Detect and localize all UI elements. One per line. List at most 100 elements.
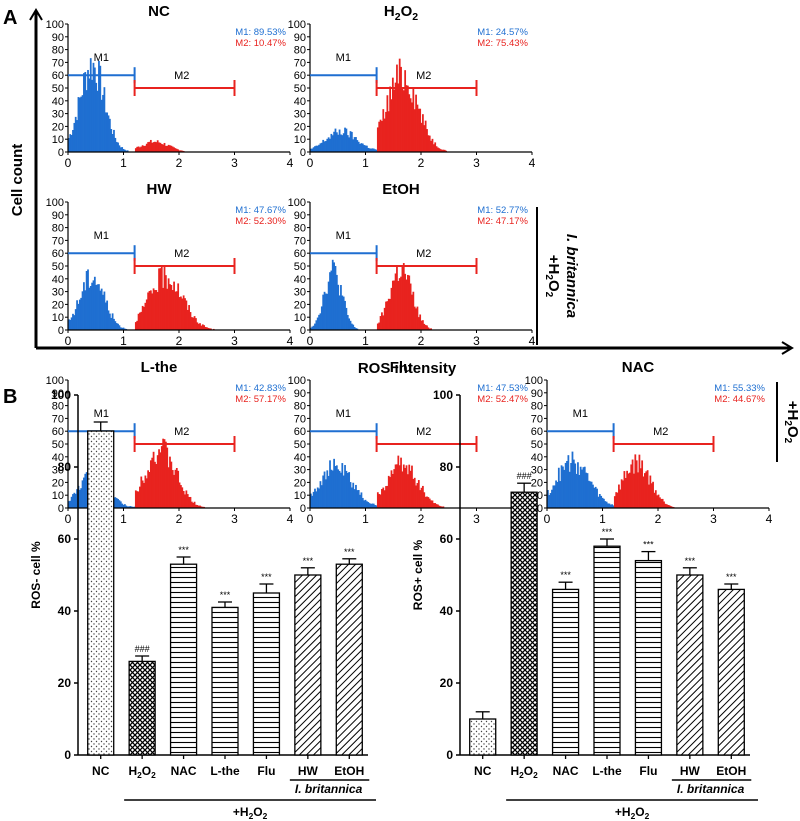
m1-percentage: M1: 47.53% — [477, 383, 528, 394]
histogram-bar — [412, 478, 415, 508]
histogram-bar — [186, 309, 189, 330]
histogram-bar — [181, 487, 184, 508]
histogram-bar — [604, 501, 607, 508]
histogram-bar — [115, 498, 118, 508]
histogram-bar — [616, 492, 619, 508]
histogram-bar — [353, 327, 356, 330]
histogram-bar — [207, 327, 210, 330]
histogram-bar — [417, 480, 420, 508]
histogram-bar — [405, 85, 408, 152]
histogram-bar — [330, 133, 333, 152]
histogram-bar — [349, 320, 352, 330]
histogram-bar — [603, 498, 605, 508]
histogram-bar — [124, 328, 126, 330]
bar-chart-y-tick-label: 40 — [440, 604, 454, 618]
histogram-bar — [400, 276, 402, 330]
histogram-bar — [163, 439, 166, 508]
histogram-bar — [342, 133, 345, 152]
histogram-bar — [417, 317, 420, 330]
histogram-bar — [143, 306, 145, 330]
histogram-bar — [136, 320, 139, 330]
histogram-bar — [83, 282, 85, 330]
histogram-bar — [583, 466, 586, 508]
histogram-bar — [596, 488, 598, 508]
significance-marker: *** — [602, 527, 613, 537]
histogram-bar — [145, 299, 148, 330]
histogram-y-tick-label: 40 — [52, 274, 64, 286]
histogram-bar — [437, 147, 439, 152]
histogram-bar — [175, 148, 178, 152]
histogram-bar — [74, 493, 77, 508]
histogram-bar — [641, 460, 644, 508]
m2-percentage: M2: 10.47% — [235, 38, 286, 49]
histogram-bar — [177, 283, 180, 330]
histogram-bar — [382, 315, 385, 330]
histogram-bar — [594, 486, 597, 508]
histogram-bar — [118, 500, 121, 508]
histogram-bar — [423, 323, 426, 330]
histogram-bar — [664, 503, 667, 508]
histogram-bar — [322, 294, 325, 330]
histogram-bar — [342, 475, 345, 508]
histogram-bar — [346, 472, 349, 508]
significance-marker: *** — [303, 556, 314, 566]
histogram-bar — [155, 290, 158, 330]
histogram-y-tick-label: 30 — [52, 109, 64, 121]
histogram-bar — [76, 300, 78, 330]
histogram-bar — [349, 482, 352, 508]
histogram-bar — [393, 89, 396, 152]
histogram-bar — [445, 150, 448, 152]
histogram-bar — [76, 489, 78, 508]
histogram-bar — [391, 77, 394, 152]
histogram-bar — [334, 265, 337, 330]
histogram-bar — [129, 506, 132, 508]
histogram-bar — [667, 504, 669, 508]
histogram-bar — [374, 505, 376, 508]
histogram-bar — [121, 147, 124, 152]
histogram-bar — [432, 503, 435, 508]
histogram-bar — [318, 488, 320, 508]
bar — [469, 718, 497, 756]
histogram-bar — [559, 481, 562, 508]
histogram-bar — [330, 270, 333, 330]
m1-percentage: M1: 24.57% — [477, 27, 528, 38]
histogram-bar — [383, 118, 386, 152]
histogram-bar — [100, 288, 103, 330]
histogram-bar — [149, 460, 152, 508]
histogram-bar — [405, 279, 408, 330]
histogram-x-tick-label: 0 — [65, 512, 72, 526]
histogram-bar — [349, 131, 352, 152]
histogram-x-tick-label: 1 — [362, 334, 369, 348]
histogram-y-tick-label: 70 — [52, 413, 64, 425]
histogram-bar — [182, 295, 185, 330]
histogram-bar — [615, 492, 618, 508]
histogram-bar — [122, 327, 125, 330]
histogram-bar — [148, 290, 151, 330]
histogram-bar — [361, 497, 364, 508]
histogram-y-tick-label: 100 — [288, 197, 306, 209]
histogram-bar — [144, 145, 147, 152]
bar-chart-x-tick-label: Flu — [257, 764, 275, 778]
histogram-bar — [426, 496, 428, 508]
histogram-bar — [353, 489, 356, 508]
histogram-bar — [350, 323, 353, 330]
histogram-bar — [424, 496, 427, 508]
histogram-x-tick-label: 3 — [231, 156, 238, 170]
histogram-bar — [439, 506, 442, 508]
histogram-bar — [108, 313, 111, 330]
histogram-x-tick-label: 1 — [120, 156, 127, 170]
histogram-bar — [409, 470, 412, 508]
histogram-bar — [350, 131, 353, 152]
histogram-bar — [144, 302, 147, 330]
histogram-bar — [319, 313, 322, 330]
bar-chart-x-tick-label: H2O2 — [510, 764, 538, 780]
histogram-bar — [600, 495, 603, 508]
histogram-bar — [204, 326, 207, 330]
histogram-bar — [134, 148, 137, 152]
histogram-bar — [175, 291, 178, 330]
histogram-bar — [155, 142, 158, 152]
histogram-bar — [137, 313, 140, 330]
histogram-bar — [427, 327, 430, 330]
histogram-bar — [364, 145, 367, 152]
histogram-bar — [85, 270, 88, 330]
